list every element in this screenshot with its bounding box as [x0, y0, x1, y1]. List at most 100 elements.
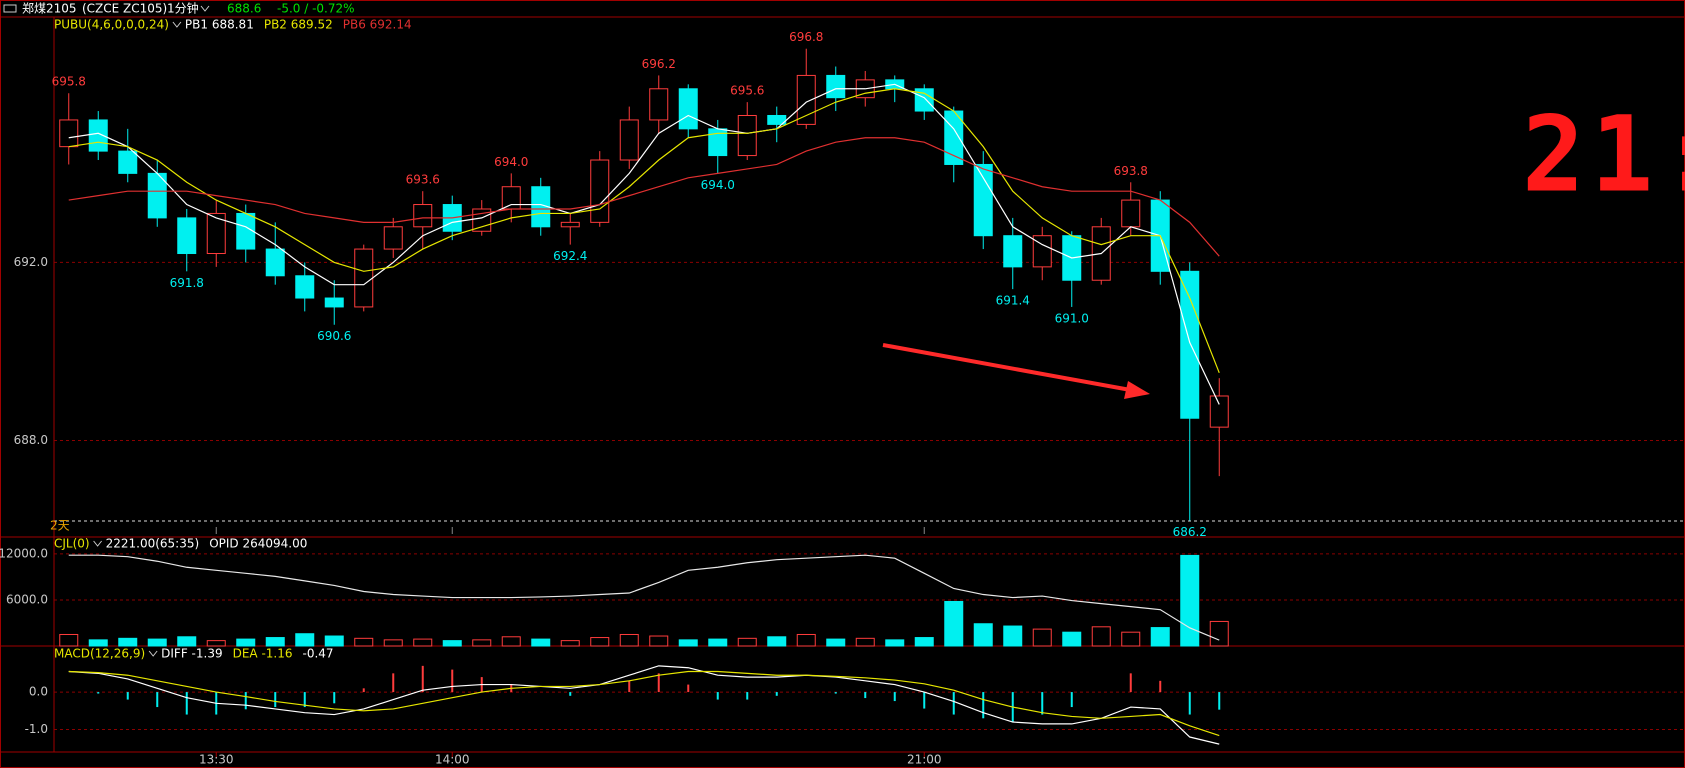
candle-body [354, 248, 374, 308]
volume-bar [737, 637, 757, 647]
period-label: 2天 [50, 519, 70, 533]
low-label: 691.4 [996, 294, 1030, 308]
volume-bar [88, 639, 108, 647]
volume-bar [590, 637, 610, 647]
volume-bar [1062, 631, 1082, 647]
x-tick-label: 21:00 [907, 753, 942, 767]
volume-bar [973, 623, 993, 647]
volume-bar [177, 636, 197, 647]
volume-bar [1180, 554, 1200, 647]
candle-body [1209, 395, 1229, 428]
high-label: 694.0 [494, 155, 528, 169]
volume-bar [1091, 626, 1111, 647]
candle-body [737, 114, 757, 157]
indicator-dropdown[interactable] [172, 21, 182, 28]
legend-entry: CJL(0) [54, 537, 90, 551]
volume-bar [265, 637, 285, 647]
candle-body [118, 150, 138, 174]
symbol-name: 郑煤2105 [22, 1, 77, 16]
low-label: 694.0 [701, 178, 735, 192]
legend-entry: PB1 688.81 [185, 18, 254, 32]
high-label: 693.6 [406, 173, 440, 187]
indicator-dropdown[interactable] [93, 540, 102, 547]
volume-bar [295, 633, 315, 647]
volume-bar [767, 636, 787, 647]
volume-bar [885, 639, 905, 647]
exchange-code: (CZCE ZC105) [82, 2, 167, 16]
volume-bar [619, 633, 639, 647]
low-label: 692.4 [553, 249, 587, 263]
y-tick-label: -1.0 [25, 722, 48, 736]
candle-body [59, 119, 79, 148]
volume-bar [826, 638, 846, 647]
volume-bar [531, 638, 551, 647]
candle-body [796, 74, 816, 125]
high-label: 696.2 [642, 57, 676, 71]
y-tick-label: 692.0 [14, 255, 48, 269]
volume-bar [560, 640, 580, 647]
legend-entry: PUBU(4,6,0,0,0,24) [54, 18, 169, 32]
volume-bar [118, 637, 138, 647]
volume-bar [413, 638, 433, 647]
series-line [68, 665, 1220, 745]
period-dropdown[interactable] [200, 5, 210, 12]
x-tick-label: 14:00 [435, 753, 470, 767]
volume-bar [59, 633, 79, 647]
volume-bar [649, 635, 669, 647]
period[interactable]: 1分钟 [167, 1, 199, 16]
legend-entry: DIFF -1.39 [161, 647, 222, 661]
legend-entry: MACD(12,26,9) [54, 647, 145, 661]
legend-entry: OPID 264094.00 [209, 537, 307, 551]
candle-body [1003, 235, 1023, 268]
candle-body [1180, 270, 1200, 419]
volume-bar [708, 638, 728, 647]
volume-bar [472, 639, 492, 647]
candle-body [413, 204, 433, 228]
volume-bar [914, 637, 934, 647]
low-label: 691.8 [170, 276, 204, 290]
y-tick-label: 688.0 [14, 433, 48, 447]
candle-body [501, 186, 521, 210]
legend-entry: -0.47 [303, 647, 334, 661]
candle-body [265, 248, 285, 277]
indicator-dropdown[interactable] [148, 650, 158, 657]
candle-body [177, 217, 197, 255]
high-label: 695.8 [52, 75, 86, 89]
series-line [68, 670, 1220, 737]
volume-bar [442, 640, 462, 647]
low-label: 690.6 [317, 329, 351, 343]
volume-bar [354, 637, 374, 647]
legend-entry: PB6 692.14 [343, 18, 412, 32]
volume-bar [501, 636, 521, 647]
y-tick-label: 6000.0 [6, 592, 48, 606]
volume-bar [1150, 627, 1170, 647]
volume-bar [383, 639, 403, 647]
candle-body [914, 88, 934, 112]
volume-bar [796, 633, 816, 647]
candle-body [973, 163, 993, 237]
volume-bar [944, 600, 964, 647]
x-tick-label: 13:30 [199, 753, 234, 767]
volume-bar [236, 638, 256, 647]
y-tick-label: 0.0 [29, 685, 48, 699]
candle-body [295, 275, 315, 299]
volume-bar [678, 639, 698, 647]
legend-entry: PB2 689.52 [264, 18, 333, 32]
series-line [68, 554, 1220, 641]
legend-entry: 2221.00(65:35) [106, 537, 200, 551]
volume-bar [324, 635, 344, 647]
app-icon[interactable] [3, 4, 17, 13]
series-line [68, 88, 1220, 374]
candle-body [826, 74, 846, 99]
annotation-arrowhead [1124, 381, 1150, 399]
annotation-arrow [882, 343, 1137, 393]
series-line [68, 137, 1220, 257]
last-price: 688.6 [227, 2, 261, 16]
candle-body [590, 159, 610, 223]
candle-body [383, 226, 403, 250]
clock: 21:3 [1522, 93, 1685, 215]
volume-bar [1032, 628, 1052, 647]
candle-body [678, 88, 698, 130]
